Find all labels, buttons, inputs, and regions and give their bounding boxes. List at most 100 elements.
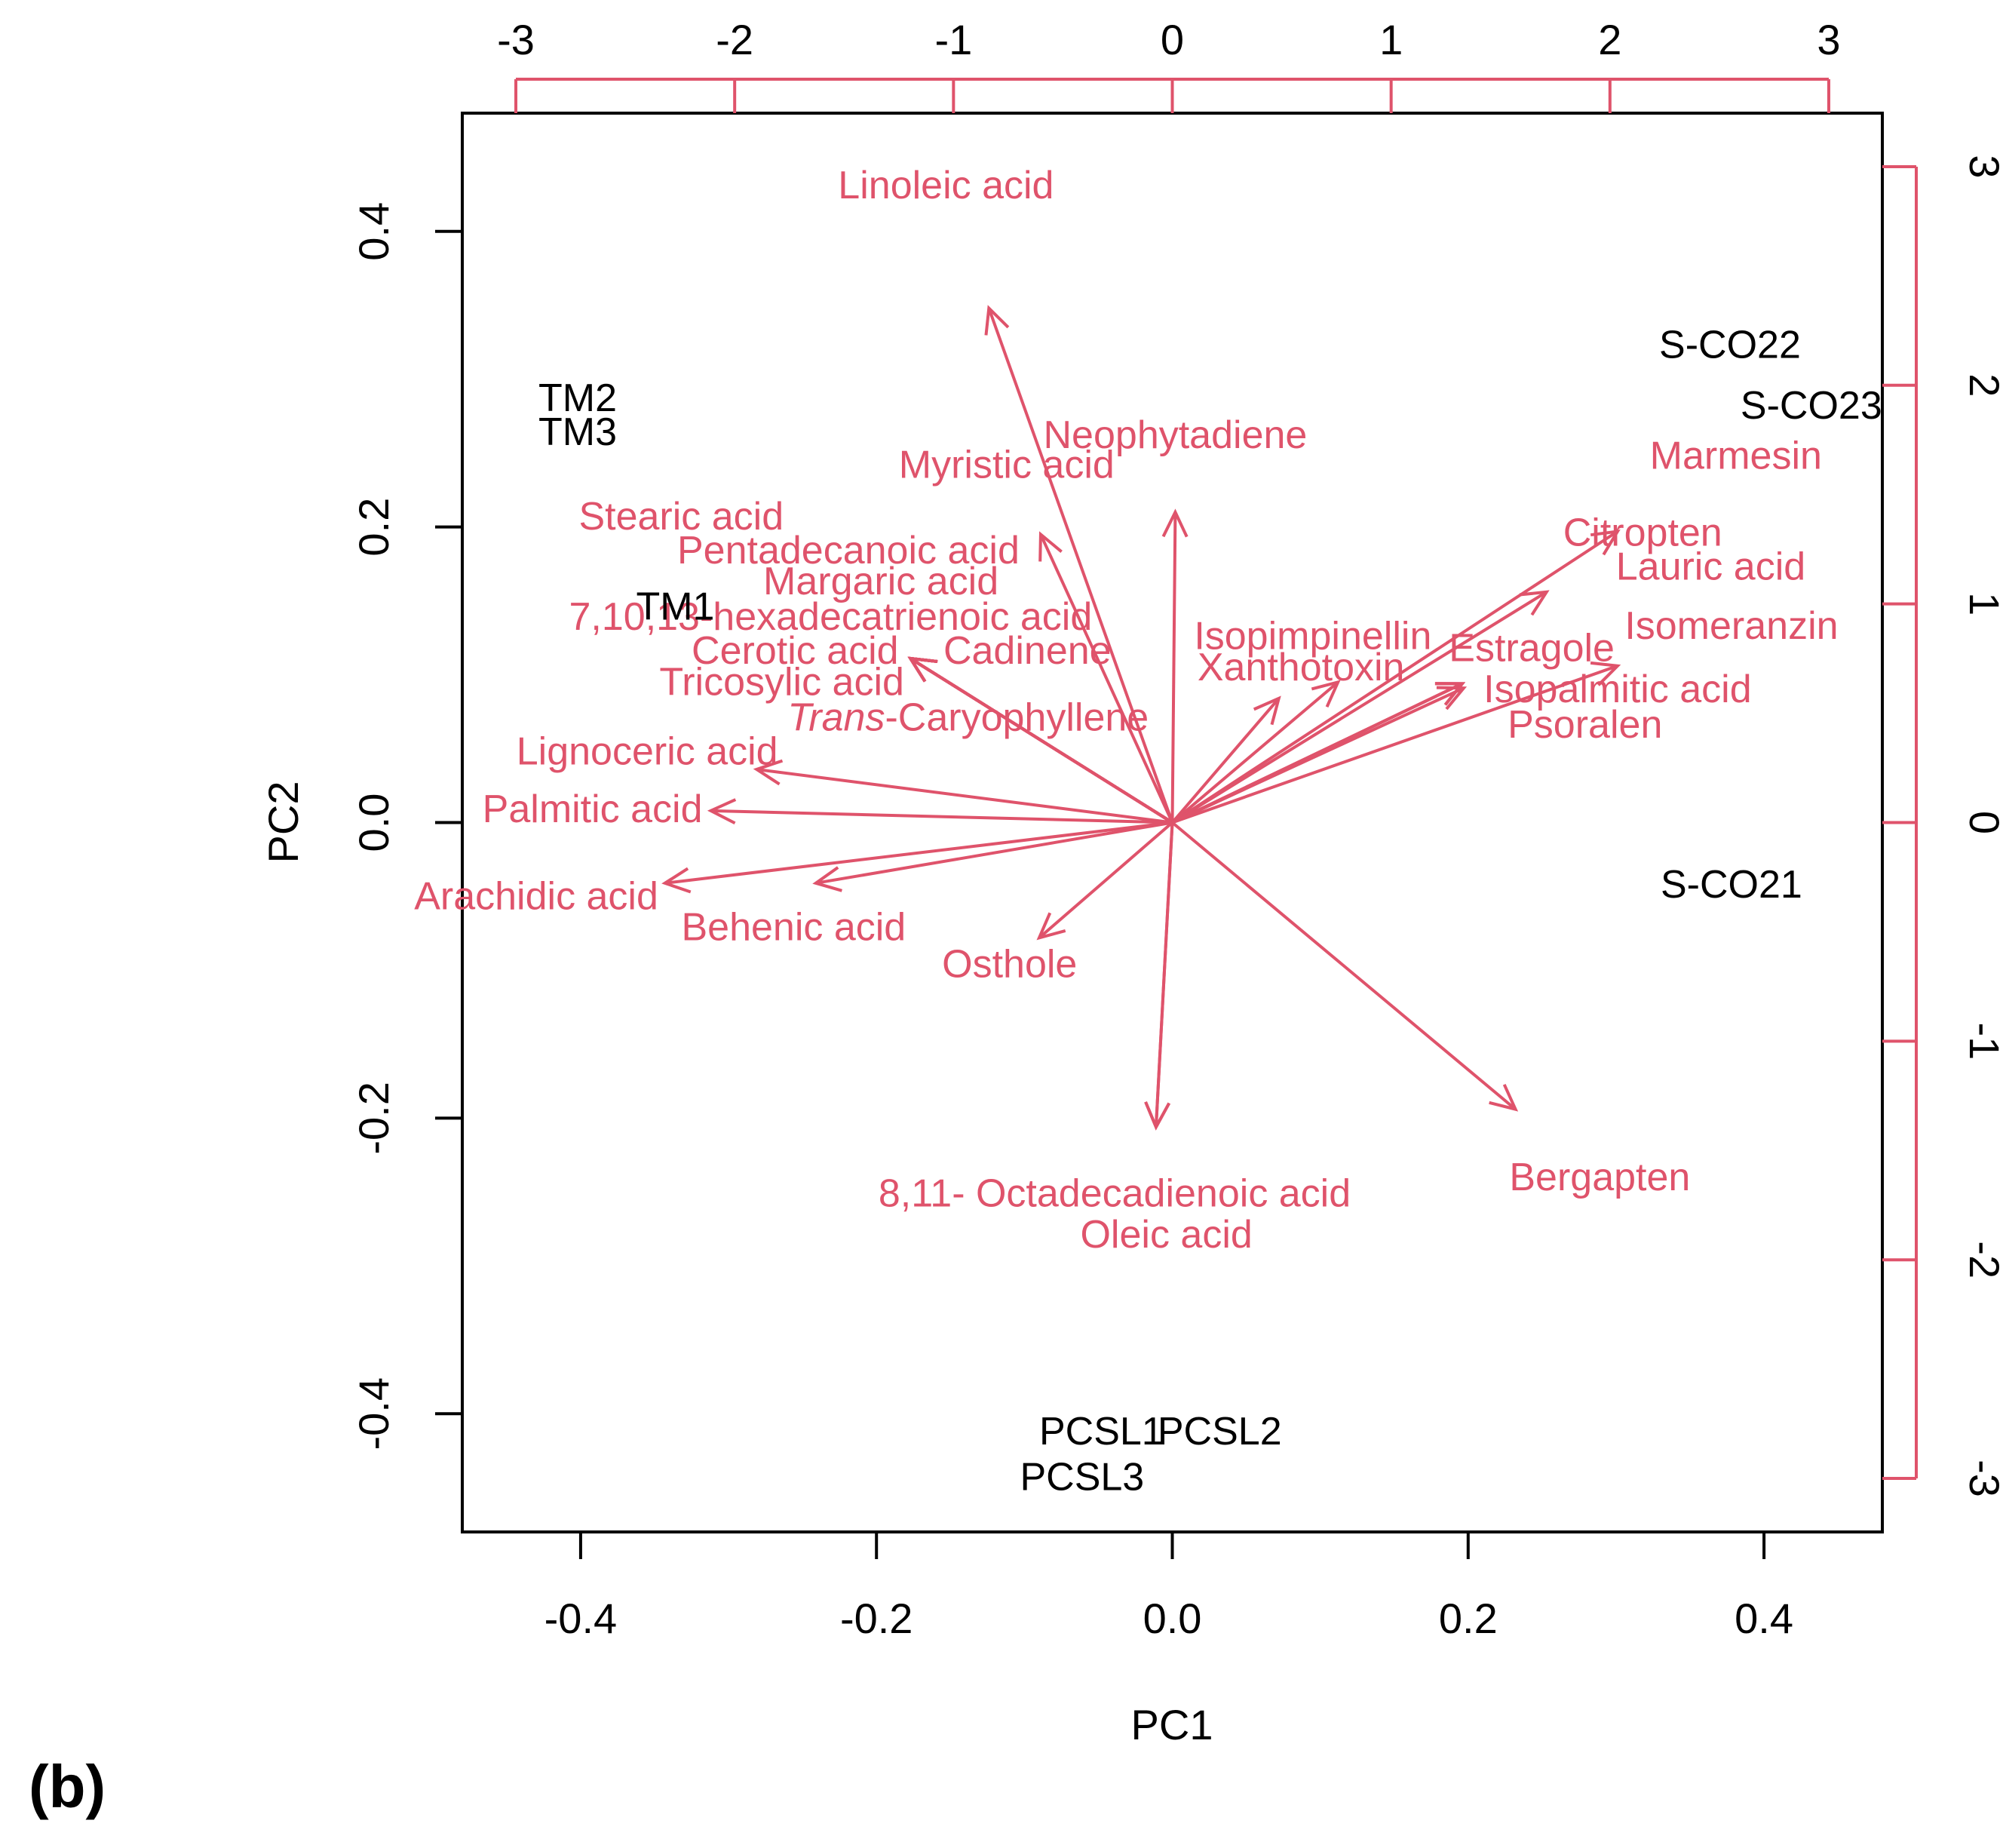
variable-label: Marmesin [1650,434,1822,478]
top-tick-label: 0 [1161,16,1184,63]
sample-label: S-CO23 [1741,384,1882,428]
loading-arrow-head [812,866,842,892]
loading-arrow-head [1590,661,1621,686]
loading-arrow-head [1590,529,1621,556]
variable-label: Cadinene [943,629,1112,673]
variable-label: Xanthotoxin [1198,646,1405,689]
loading-arrow-head [1519,590,1550,616]
right-tick-label: 0 [1961,811,2003,834]
axes-layer: -0.4 -0.2 0.0 0.2 0.4 -0.4 -0.2 0.0 0.2 0.4 -3 -2 -1… [350,16,2003,1642]
variable-label: Isomeranzin [1624,604,1838,648]
loading-arrow-head [1144,1101,1171,1131]
loading-arrow [909,657,1173,824]
sample-label: PCSL2 [1158,1410,1282,1454]
sample-label: S-CO22 [1659,324,1801,367]
loading-arrow-head [1038,531,1063,562]
variable-label: 7,10,13-hexadecatrienoic acid [569,595,1092,639]
loading-arrow-head [1036,912,1066,941]
variable-label: 8,11- Octadecadienoic acid [879,1171,1351,1215]
y-tick-label: -0.4 [350,1377,397,1450]
right-tick-label: 3 [1961,155,2003,178]
loading-arrow [987,307,1174,824]
loading-arrow [1170,697,1281,824]
x-tick-label: -0.2 [840,1595,913,1642]
sample-label: PCSL1 [1039,1410,1164,1454]
variable-label: Lauric acid [1616,545,1805,589]
x-tick-label: 0.0 [1143,1595,1202,1642]
variable-label: Citropten [1563,511,1722,554]
loading-arrow-head [1311,680,1341,708]
right-tick-label: -1 [1961,1022,2003,1060]
sample-label: TM1 [636,585,714,628]
x-tick-label: 0.4 [1735,1595,1793,1642]
variable-label: Tricosylic acid [659,660,904,704]
variable-label: Cerotic acid [692,629,899,673]
variable-label: Estragole [1449,626,1615,670]
loading-arrow-head [1489,1084,1519,1112]
sample-label: PCSL3 [1020,1456,1144,1500]
loading-arrow [756,767,1173,824]
loading-arrows-layer [661,305,1621,1131]
loading-arrow-head [984,305,1010,336]
variable-label: Isopalmitic acid [1483,668,1751,711]
variable-label: Lignoceric acid [517,729,778,773]
variable-label: Myristic acid [899,443,1115,487]
y-axis-title: PC2 [259,781,307,864]
loading-arrow [1039,533,1174,824]
variable-label: Psoralen [1508,703,1662,747]
variable-label: Isopimpinellin [1194,615,1431,658]
loading-arrow [1038,821,1173,939]
variable-label: Behenic acid [681,906,906,950]
loading-arrow [815,821,1173,885]
variable-label: Trans-Caryophyllene [787,695,1149,739]
top-tick-label: -2 [716,16,753,63]
y-tick-label: -0.2 [350,1082,397,1155]
loading-arrow-head [907,656,938,683]
loading-arrow-head [707,798,737,825]
y-tick-label: 0.4 [350,202,397,261]
loading-arrow [710,809,1173,824]
y-tick-label: 0.2 [350,498,397,557]
top-tick-label: -3 [497,16,535,63]
top-tick-label: 3 [1817,16,1840,63]
loading-arrow-head [1253,695,1281,726]
loading-arrow [1171,682,1463,824]
sample-label: S-CO21 [1661,863,1802,907]
variable-label: Pentadecanoic acid [677,529,1020,573]
loading-arrow [1154,822,1174,1128]
top-tick-label: 2 [1598,16,1621,63]
loading-arrow-head [1436,686,1468,711]
loading-arrow [1171,680,1339,824]
sample-label: TM3 [538,410,617,454]
top-tick-label: -1 [934,16,972,63]
loading-arrow-head [1434,682,1466,706]
variable-label: Bergapten [1509,1156,1690,1199]
right-tick-label: 2 [1961,373,2003,397]
panel-label: (b) [29,1753,106,1820]
variable-label: Neophytadiene [1044,413,1308,457]
loading-arrow [1171,530,1618,824]
loading-arrow-head [661,867,692,894]
variable-label: Oleic acid [1080,1213,1252,1257]
right-tick-label: -2 [1961,1241,2003,1279]
loading-arrow [1170,512,1177,823]
x-tick-label: -0.4 [544,1595,618,1642]
x-axis-title: PC1 [1131,1701,1213,1748]
x-tick-label: 0.2 [1439,1595,1498,1642]
variable-label: Arachidic acid [414,874,658,918]
loading-arrow [1171,821,1517,1111]
variable-label: Osthole [942,943,1077,987]
loading-arrow [664,821,1173,885]
loading-arrow-head [1161,508,1189,538]
variable-label: Palmitic acid [483,787,703,831]
variable-label: Margaric acid [763,560,998,603]
right-tick-label: 1 [1961,592,2003,615]
loading-arrow [1171,664,1618,824]
loading-arrow [1171,591,1547,824]
right-tick-label: -3 [1961,1460,2003,1497]
y-tick-label: 0.0 [350,794,397,852]
